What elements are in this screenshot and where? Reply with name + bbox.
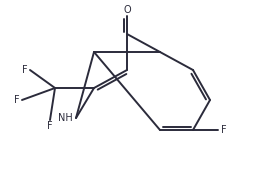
Text: NH: NH xyxy=(58,113,73,123)
Text: F: F xyxy=(22,65,28,75)
Text: F: F xyxy=(14,95,20,105)
Text: F: F xyxy=(221,125,227,135)
Text: O: O xyxy=(123,5,131,15)
Text: F: F xyxy=(47,121,53,131)
